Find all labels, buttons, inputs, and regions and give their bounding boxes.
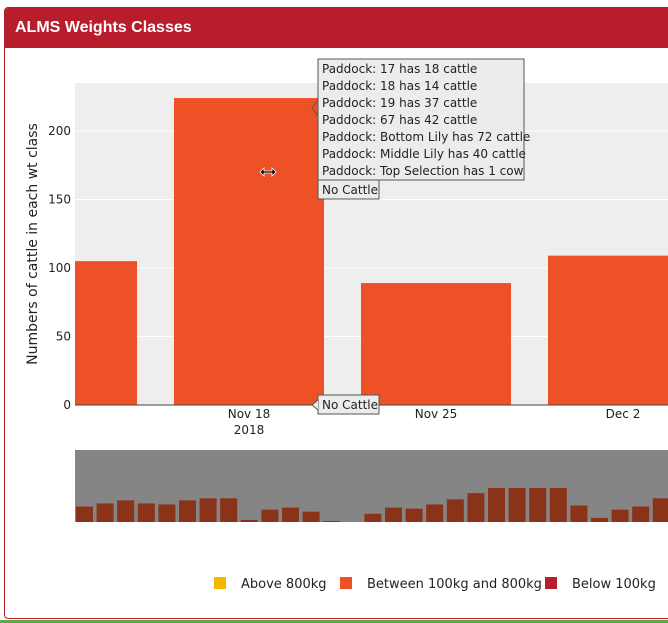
x-tick-label: Nov 18 xyxy=(228,407,271,421)
y-tick-label: 200 xyxy=(48,124,71,138)
bars-group[interactable] xyxy=(75,98,668,406)
legend-swatch[interactable] xyxy=(214,577,226,589)
y-axis-label: Numbers of cattle in each wt class xyxy=(25,123,41,365)
range-slider-bar xyxy=(467,493,485,522)
no-cattle-top-label: No Cattle xyxy=(322,183,378,197)
range-slider-bar xyxy=(96,503,114,522)
tooltip-lines: Paddock: 17 has 18 cattle Paddock: 18 has… xyxy=(322,62,530,178)
range-slider-bar xyxy=(158,504,176,522)
panel-header: ALMS Weights Classes xyxy=(5,8,668,48)
range-slider-bar xyxy=(117,500,135,522)
no-cattle-top-box xyxy=(317,179,380,200)
bar[interactable] xyxy=(548,255,668,405)
range-slider-bar xyxy=(261,509,279,522)
range-slider-bar xyxy=(323,520,341,522)
y-tick-label: 100 xyxy=(48,261,71,275)
legend-label[interactable]: Above 800kg xyxy=(241,577,327,592)
tooltip-line: Paddock: Bottom Lily has 72 cattle xyxy=(322,130,530,144)
y-tick-label: 150 xyxy=(48,192,71,206)
range-slider-bar xyxy=(632,506,650,522)
x-tick-label-year: 2018 xyxy=(234,423,265,437)
tooltip-line: Paddock: 19 has 37 cattle xyxy=(322,96,477,110)
range-slider-bar xyxy=(488,488,505,522)
legend-label[interactable]: Below 100kg xyxy=(572,577,656,592)
range-slider-bars xyxy=(76,488,668,522)
panel-title: ALMS Weights Classes xyxy=(15,19,192,36)
range-slider-bar xyxy=(385,507,402,522)
range-slider-bar xyxy=(405,508,423,522)
hover-tooltip: Paddock: 17 has 18 cattle Paddock: 18 has… xyxy=(311,58,530,415)
y-tick-label: 50 xyxy=(56,329,71,343)
range-slider-bar xyxy=(199,498,217,522)
range-slider-bar xyxy=(611,509,629,522)
tooltip-line: Paddock: Middle Lily has 40 cattle xyxy=(322,147,526,161)
range-slider-bar xyxy=(302,511,320,522)
bar[interactable] xyxy=(75,261,137,405)
no-cattle-bottom-pointer xyxy=(311,399,319,411)
bar[interactable] xyxy=(174,98,324,406)
no-cattle-bottom-label: No Cattle xyxy=(322,398,378,412)
tooltip-line: Paddock: 17 has 18 cattle xyxy=(322,62,477,76)
tooltip-line: Paddock: 67 has 42 cattle xyxy=(322,113,477,127)
range-slider-bar xyxy=(179,500,196,522)
bottom-divider xyxy=(0,620,668,623)
legend-swatch[interactable] xyxy=(340,577,352,589)
range-slider-bar xyxy=(570,505,588,522)
bar[interactable] xyxy=(361,283,511,405)
range-slider-bar xyxy=(529,488,547,522)
x-tick-label: Dec 2 xyxy=(606,407,641,421)
tooltip-pointer xyxy=(311,99,319,117)
resize-horizontal-cursor-icon xyxy=(259,167,277,177)
range-slider-bar xyxy=(446,499,464,522)
range-slider-bar xyxy=(282,507,299,522)
x-tick-label: Nov 25 xyxy=(415,407,458,421)
legend[interactable]: Above 800kg Between 100kg and 800kg Below … xyxy=(214,577,656,592)
y-tick-labels: 0 50 100 150 200 xyxy=(48,124,71,412)
range-slider-bar xyxy=(137,503,155,522)
tooltip-line: Paddock: 18 has 14 cattle xyxy=(322,79,477,93)
range-slider-bar xyxy=(240,519,258,522)
x-tick-labels: Nov 18 2018 Nov 25 Dec 2 xyxy=(228,407,641,437)
range-slider-bar xyxy=(220,498,238,522)
y-tick-label: 0 xyxy=(63,398,71,412)
range-slider-bar xyxy=(508,488,526,522)
range-slider-bar xyxy=(364,513,382,522)
range-slider-bar xyxy=(652,498,668,522)
legend-swatch[interactable] xyxy=(545,577,557,589)
range-slider-bar xyxy=(549,488,567,522)
range-slider-bar xyxy=(426,504,444,522)
legend-label[interactable]: Between 100kg and 800kg xyxy=(367,577,542,592)
range-slider-bar xyxy=(76,506,93,522)
tooltip-line: Paddock: Top Selection has 1 cow xyxy=(322,164,524,178)
range-slider-bar xyxy=(591,517,608,522)
tooltip-box xyxy=(317,58,525,181)
